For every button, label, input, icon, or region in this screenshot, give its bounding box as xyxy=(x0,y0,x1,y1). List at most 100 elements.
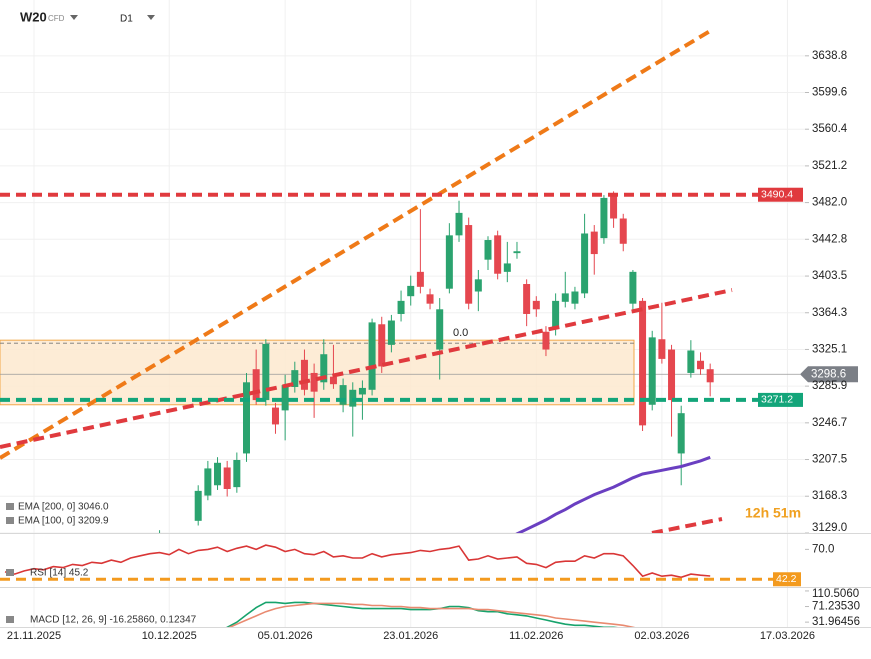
candle-body xyxy=(252,369,260,401)
candle-body xyxy=(629,271,637,304)
dropdown-caret[interactable] xyxy=(70,15,78,20)
candle-body xyxy=(368,322,376,390)
candle-body xyxy=(668,349,676,401)
candle-body xyxy=(397,300,405,314)
candle-body xyxy=(204,468,212,496)
x-tick-label: 10.12.2025 xyxy=(142,630,197,642)
candle-body xyxy=(484,240,492,260)
series-line xyxy=(515,455,711,533)
x-tick-label: 23.01.2026 xyxy=(383,630,438,642)
x-tick-label: 05.01.2026 xyxy=(258,630,313,642)
candle-body xyxy=(214,462,222,486)
x-tick-label: 17.03.2026 xyxy=(760,630,815,642)
candle-body xyxy=(648,337,656,405)
pane-marks xyxy=(4,544,711,579)
y-tick-label: 71.23530 xyxy=(812,601,860,613)
legend-icon xyxy=(6,616,14,623)
zone-label: 0.0 xyxy=(453,327,468,339)
candle-body xyxy=(407,285,415,297)
candle-body xyxy=(310,372,318,392)
zone xyxy=(0,339,635,406)
candle-body xyxy=(542,331,550,350)
trend-lines xyxy=(0,29,733,533)
y-tick-label: 3364.3 xyxy=(812,307,847,319)
y-tick-label: 3325.1 xyxy=(812,343,847,355)
candle-body xyxy=(658,339,666,359)
candle-body xyxy=(465,225,473,304)
candle-body xyxy=(590,231,598,255)
level-label: 3271.2 xyxy=(761,394,793,406)
series-line xyxy=(226,601,619,627)
trend-line xyxy=(0,288,733,449)
series-line xyxy=(4,544,711,579)
level-badge xyxy=(773,572,801,587)
candle-body xyxy=(339,385,347,405)
candle-body xyxy=(513,251,521,254)
dropdown-caret[interactable] xyxy=(147,15,155,20)
y-tick-label: 3129.0 xyxy=(812,522,847,534)
y-tick-label: 3482.0 xyxy=(812,197,847,209)
x-tick-label: 11.02.2026 xyxy=(509,630,563,642)
y-tick-label: 3403.5 xyxy=(812,270,847,282)
candle-body xyxy=(194,490,202,521)
candle-body xyxy=(320,354,328,383)
y-tick-label: 70.0 xyxy=(812,543,834,555)
y-tick-label: 3168.3 xyxy=(812,490,847,502)
candle-body xyxy=(262,343,270,401)
candle-body xyxy=(552,300,560,329)
last-price-badge xyxy=(800,366,858,383)
candle-body xyxy=(561,293,569,302)
candle-body xyxy=(329,376,337,385)
y-tick-label: 3599.6 xyxy=(812,87,847,99)
candle-body xyxy=(233,459,241,488)
over-layer: 0.0 3490.4 3271.2 3298.6 42.2 xyxy=(0,187,858,587)
x-tick-label: 02.03.2026 xyxy=(634,630,689,642)
candle-body xyxy=(243,382,250,454)
y-tick-label: 3560.4 xyxy=(812,123,848,135)
y-tick-label: 110.5060 xyxy=(812,588,859,600)
legend-entry: EMA [200, 0] 3046.0 xyxy=(18,502,109,513)
pane-marks xyxy=(226,601,636,627)
legend-entry: MACD [12, 26, 9] -16.25860, 0.12347 xyxy=(30,615,197,626)
candle-body xyxy=(610,195,618,219)
level-badge xyxy=(758,187,803,202)
y-tick-label: 3207.5 xyxy=(812,454,847,466)
y-tick-label: 3521.2 xyxy=(812,160,847,172)
trend-line xyxy=(651,517,723,533)
legend-icon xyxy=(6,569,14,576)
candle-body xyxy=(697,360,705,370)
candle-body xyxy=(600,197,608,239)
candle-body xyxy=(503,263,511,272)
candle-body xyxy=(436,309,444,350)
symbol[interactable]: W20 xyxy=(20,9,47,24)
candle-body xyxy=(271,407,279,425)
legend-entry: RSI [14] 45.2 xyxy=(30,568,89,579)
level-badge xyxy=(758,392,803,407)
candle-body xyxy=(639,300,647,426)
candle-body xyxy=(677,413,685,454)
candle-body xyxy=(581,233,589,294)
level-label: 3490.4 xyxy=(761,189,793,201)
timeframe[interactable]: D1 xyxy=(120,14,133,25)
instrument-kind: CFD xyxy=(48,14,65,23)
last-price-label: 3298.6 xyxy=(811,368,846,380)
candle-body xyxy=(445,235,453,289)
candle-body xyxy=(387,320,395,345)
candle-body xyxy=(455,212,463,236)
candle-body xyxy=(706,369,714,383)
legend-icon xyxy=(6,503,14,510)
candle-body xyxy=(281,385,289,411)
x-tick-label: 21.11.2025 xyxy=(7,630,61,642)
candle-body xyxy=(474,279,482,292)
candle-body xyxy=(291,370,299,387)
candle-body xyxy=(523,284,531,314)
y-tick-label: 3442.8 xyxy=(812,233,847,245)
legend-entry: EMA [100, 0] 3209.9 xyxy=(18,516,109,527)
candle-body xyxy=(494,235,502,274)
candle-body xyxy=(687,350,695,373)
pane-marks xyxy=(159,191,714,533)
candle-body xyxy=(532,300,540,310)
y-tick-label: 3285.9 xyxy=(812,380,847,392)
